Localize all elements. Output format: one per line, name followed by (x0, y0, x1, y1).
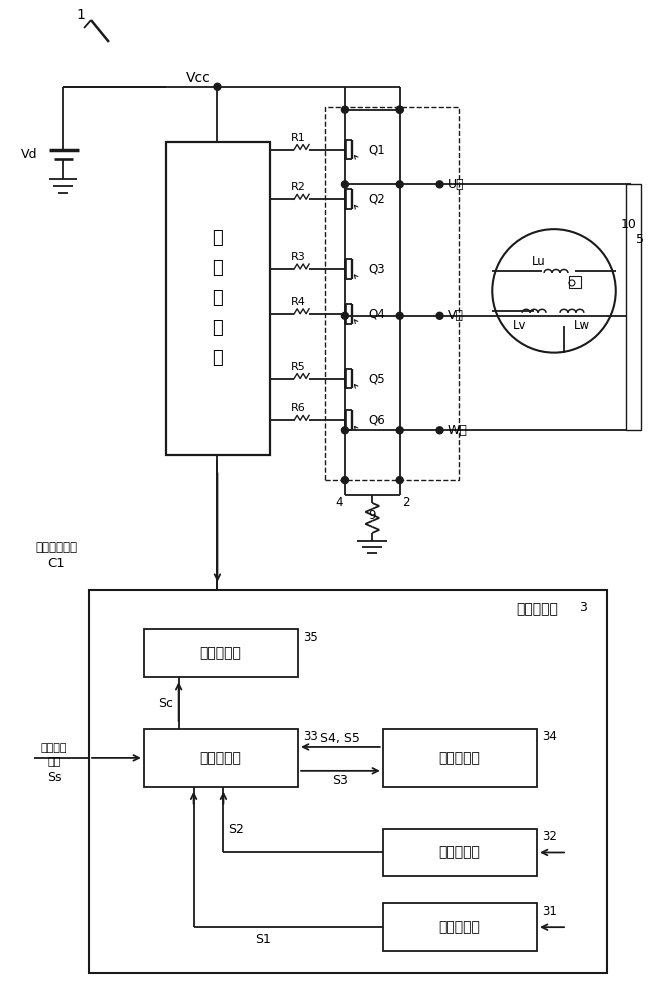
Bar (569, 276, 581, 288)
Bar (383, 903, 537, 951)
Text: 动: 动 (212, 289, 223, 307)
Text: 电: 电 (212, 319, 223, 337)
Text: R5: R5 (291, 362, 305, 372)
Text: Ss: Ss (47, 771, 61, 784)
Text: 转速控制部: 转速控制部 (199, 751, 242, 765)
Text: Q6: Q6 (369, 414, 385, 427)
Text: 34: 34 (542, 730, 557, 743)
Text: Lw: Lw (574, 319, 590, 332)
Circle shape (396, 312, 403, 319)
Text: 驱动控制信号: 驱动控制信号 (35, 541, 77, 554)
Circle shape (341, 181, 348, 188)
Text: 转速监视部: 转速监视部 (439, 920, 480, 934)
Text: 2: 2 (402, 496, 409, 509)
Text: 5: 5 (635, 233, 644, 246)
Text: 状态判定部: 状态判定部 (439, 751, 480, 765)
Text: R4: R4 (291, 297, 305, 307)
Bar (144, 629, 298, 677)
Text: R2: R2 (291, 182, 305, 192)
Circle shape (396, 106, 403, 113)
Text: V相: V相 (447, 309, 464, 322)
Text: C1: C1 (48, 557, 65, 570)
Text: Q3: Q3 (369, 262, 385, 275)
Text: Lu: Lu (533, 255, 546, 268)
Text: 1: 1 (77, 8, 85, 22)
Text: 転速: 転速 (48, 757, 61, 767)
Text: R6: R6 (291, 403, 305, 413)
Text: 9: 9 (368, 509, 376, 522)
Text: 路: 路 (212, 349, 223, 367)
Text: R1: R1 (291, 133, 305, 143)
Text: S1: S1 (255, 933, 271, 946)
Bar (325, 107, 460, 480)
Text: 电机控制部: 电机控制部 (199, 646, 242, 660)
Circle shape (396, 427, 403, 434)
Text: S4, S5: S4, S5 (320, 732, 360, 745)
Circle shape (214, 83, 221, 90)
Text: 4: 4 (335, 496, 343, 509)
Text: 控制电路部: 控制电路部 (516, 603, 558, 617)
Circle shape (341, 312, 348, 319)
Text: 35: 35 (303, 631, 318, 644)
Bar (166, 142, 270, 455)
Text: 驱: 驱 (212, 259, 223, 277)
Text: 预: 预 (212, 229, 223, 247)
Circle shape (436, 181, 443, 188)
Circle shape (341, 477, 348, 484)
Text: R3: R3 (291, 252, 305, 262)
Text: 10: 10 (621, 218, 637, 231)
Text: Q2: Q2 (369, 193, 385, 206)
Text: U相: U相 (447, 178, 464, 191)
Circle shape (436, 312, 443, 319)
Circle shape (341, 427, 348, 434)
Bar (144, 729, 298, 787)
Text: Q5: Q5 (369, 372, 385, 385)
Text: 电流监视部: 电流监视部 (439, 845, 480, 859)
Text: 3: 3 (579, 601, 587, 614)
Bar (626, 184, 641, 430)
Bar (383, 829, 537, 876)
Text: Vd: Vd (21, 148, 37, 161)
Bar (383, 729, 537, 787)
Text: S2: S2 (229, 823, 244, 836)
Text: 输入指令: 输入指令 (41, 743, 68, 753)
Text: Q4: Q4 (369, 307, 385, 320)
Text: Sc: Sc (158, 697, 173, 710)
Circle shape (396, 477, 403, 484)
Text: W相: W相 (447, 424, 467, 437)
Text: 32: 32 (542, 830, 557, 843)
Text: 31: 31 (542, 905, 557, 918)
Circle shape (341, 106, 348, 113)
Circle shape (436, 427, 443, 434)
Bar (89, 590, 607, 973)
Circle shape (396, 106, 403, 113)
Circle shape (396, 181, 403, 188)
Text: 33: 33 (303, 730, 318, 743)
Text: S3: S3 (332, 774, 348, 787)
Text: Q1: Q1 (369, 143, 385, 156)
Text: Lv: Lv (512, 319, 526, 332)
Text: Vcc: Vcc (186, 71, 210, 85)
